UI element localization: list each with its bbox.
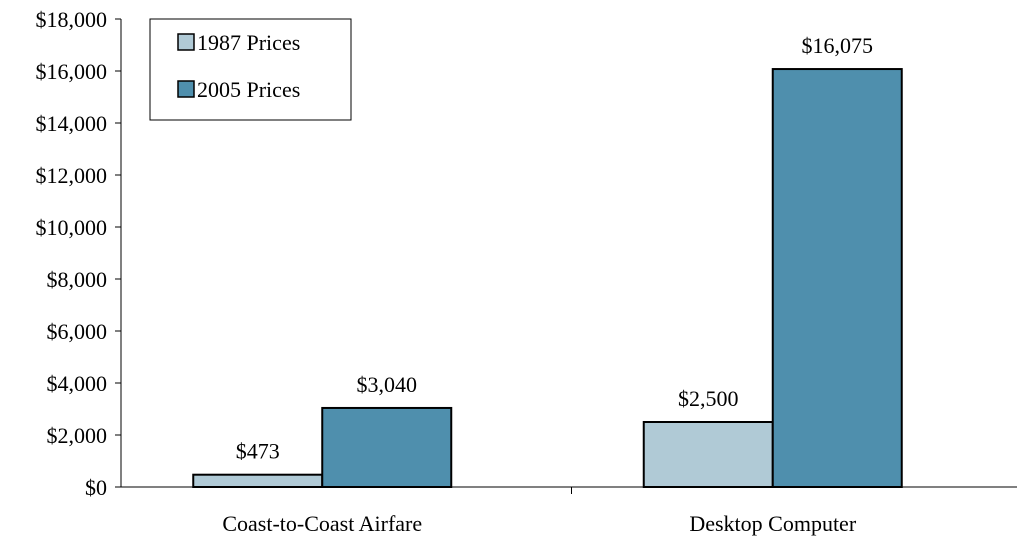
data-label: $3,040 <box>357 372 418 397</box>
data-label: $16,075 <box>802 33 874 58</box>
axes: $0 $2,000 $4,000 $6,000 $8,000 $10,000 $12,000… <box>36 7 1017 536</box>
y-tick-label: $2,000 <box>47 423 108 448</box>
y-tick-label: $14,000 <box>36 111 108 136</box>
legend: 1987 Prices 2005 Prices <box>149 18 352 121</box>
y-tick-label: $10,000 <box>36 215 108 240</box>
data-label: $2,500 <box>678 386 739 411</box>
y-tick-label: $18,000 <box>36 7 108 32</box>
bars: $473 $3,040 $2,500 $16,075 <box>192 33 903 489</box>
y-tick-label: $16,000 <box>36 59 108 84</box>
x-category-label: Coast-to-Coast Airfare <box>222 511 422 536</box>
x-category-label: Desktop Computer <box>689 511 856 536</box>
y-tick-label: $8,000 <box>47 267 108 292</box>
bar <box>642 421 774 488</box>
bar <box>192 473 324 488</box>
legend-label: 2005 Prices <box>197 77 300 102</box>
bar <box>321 406 453 488</box>
legend-swatch <box>177 80 195 98</box>
y-tick-label: $0 <box>85 475 107 500</box>
y-tick-label: $4,000 <box>47 371 108 396</box>
legend-label: 1987 Prices <box>197 30 300 55</box>
data-label: $473 <box>236 439 280 464</box>
y-tick-label: $12,000 <box>36 163 108 188</box>
legend-swatch <box>177 33 195 51</box>
y-tick-label: $6,000 <box>47 319 108 344</box>
bar <box>771 68 903 489</box>
